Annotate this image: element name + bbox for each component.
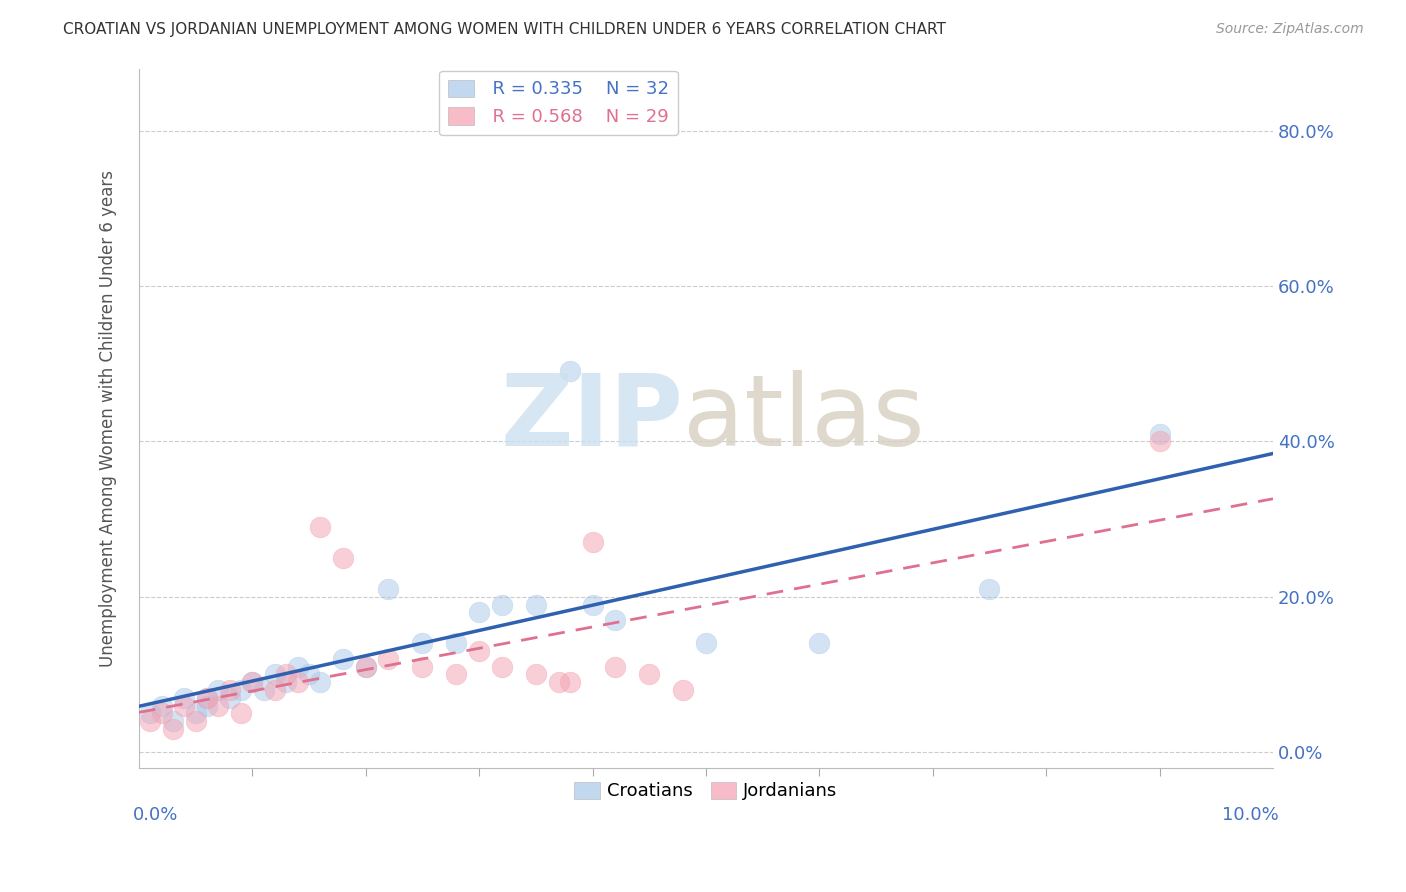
Point bbox=[218, 683, 240, 698]
Point bbox=[491, 598, 513, 612]
Point bbox=[354, 659, 377, 673]
Point bbox=[468, 605, 491, 619]
Point bbox=[605, 659, 627, 673]
Point bbox=[547, 675, 569, 690]
Point bbox=[162, 714, 184, 728]
Point bbox=[446, 636, 468, 650]
Legend: Croatians, Jordanians: Croatians, Jordanians bbox=[567, 774, 845, 807]
Point bbox=[150, 698, 173, 713]
Point bbox=[139, 714, 162, 728]
Point bbox=[195, 690, 218, 705]
Text: 0.0%: 0.0% bbox=[134, 806, 179, 824]
Point bbox=[276, 675, 298, 690]
Point bbox=[218, 690, 240, 705]
Point bbox=[207, 683, 229, 698]
Point bbox=[979, 582, 1001, 596]
Point bbox=[287, 659, 309, 673]
Point bbox=[229, 706, 252, 721]
Point bbox=[150, 706, 173, 721]
Point bbox=[1149, 426, 1171, 441]
Point bbox=[162, 722, 184, 736]
Point bbox=[491, 659, 513, 673]
Point bbox=[309, 520, 332, 534]
Text: Source: ZipAtlas.com: Source: ZipAtlas.com bbox=[1216, 22, 1364, 37]
Point bbox=[253, 683, 276, 698]
Point bbox=[377, 582, 399, 596]
Point bbox=[184, 706, 207, 721]
Text: 10.0%: 10.0% bbox=[1222, 806, 1278, 824]
Point bbox=[558, 675, 581, 690]
Point bbox=[672, 683, 695, 698]
Point bbox=[1149, 434, 1171, 449]
Point bbox=[184, 714, 207, 728]
Point bbox=[309, 675, 332, 690]
Point bbox=[581, 535, 603, 549]
Point bbox=[240, 675, 263, 690]
Point bbox=[411, 636, 433, 650]
Text: atlas: atlas bbox=[683, 369, 925, 467]
Point bbox=[638, 667, 661, 681]
Point bbox=[195, 690, 218, 705]
Point bbox=[695, 636, 717, 650]
Point bbox=[276, 667, 298, 681]
Text: CROATIAN VS JORDANIAN UNEMPLOYMENT AMONG WOMEN WITH CHILDREN UNDER 6 YEARS CORRE: CROATIAN VS JORDANIAN UNEMPLOYMENT AMONG… bbox=[63, 22, 946, 37]
Point bbox=[195, 698, 218, 713]
Point bbox=[173, 690, 195, 705]
Point bbox=[524, 667, 547, 681]
Point bbox=[229, 683, 252, 698]
Point bbox=[605, 613, 627, 627]
Point bbox=[207, 698, 229, 713]
Point bbox=[354, 659, 377, 673]
Point bbox=[581, 598, 603, 612]
Point bbox=[524, 598, 547, 612]
Point bbox=[468, 644, 491, 658]
Point bbox=[377, 652, 399, 666]
Point bbox=[287, 675, 309, 690]
Point bbox=[173, 698, 195, 713]
Point bbox=[558, 364, 581, 378]
Point bbox=[332, 551, 354, 566]
Point bbox=[298, 667, 321, 681]
Point bbox=[264, 683, 287, 698]
Point bbox=[808, 636, 831, 650]
Y-axis label: Unemployment Among Women with Children Under 6 years: Unemployment Among Women with Children U… bbox=[100, 169, 117, 666]
Point bbox=[446, 667, 468, 681]
Point bbox=[332, 652, 354, 666]
Text: ZIP: ZIP bbox=[501, 369, 683, 467]
Point bbox=[264, 667, 287, 681]
Point bbox=[240, 675, 263, 690]
Point bbox=[139, 706, 162, 721]
Point bbox=[411, 659, 433, 673]
